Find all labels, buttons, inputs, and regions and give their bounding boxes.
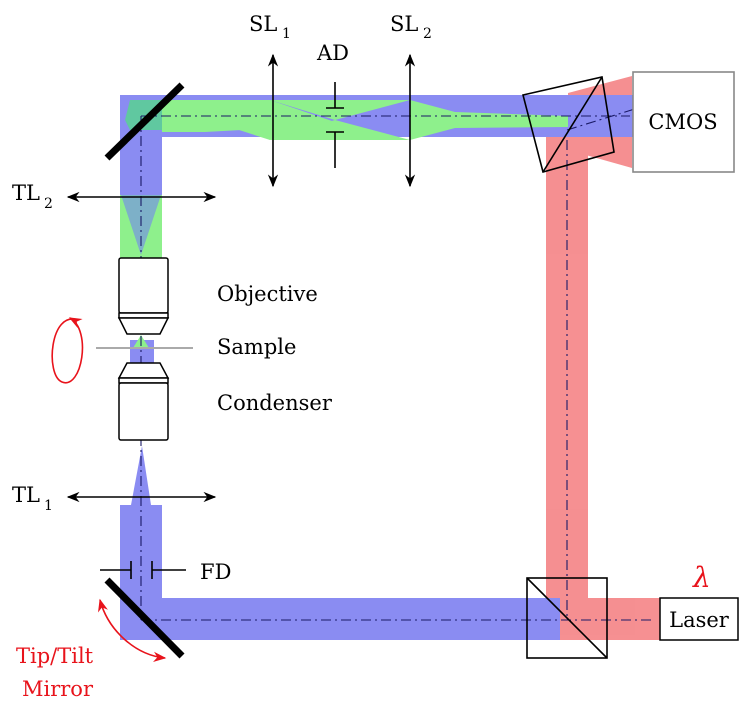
tl2-label: TL 2 — [12, 181, 53, 212]
sl2-label: SL 2 — [390, 12, 432, 42]
dichroic-splitter-top — [522, 76, 615, 173]
field-diaphragm — [100, 561, 186, 579]
sl1-label: SL 1 — [249, 12, 291, 42]
tip-tilt-label-line1: Tip/Tilt — [16, 644, 94, 668]
cmos-label: CMOS — [648, 110, 717, 134]
svg-text:1: 1 — [44, 498, 53, 514]
ad-label: AD — [316, 41, 349, 65]
aperture-diaphragm — [326, 82, 344, 168]
svg-text:2: 2 — [423, 26, 432, 42]
laser-source: Laser — [659, 597, 739, 641]
laser-label: Laser — [669, 608, 730, 632]
svg-text:SL: SL — [390, 12, 418, 36]
svg-text:TL: TL — [12, 483, 40, 507]
tip-tilt-arrow-icon — [98, 598, 167, 662]
tl1-label: TL 1 — [12, 483, 53, 514]
sample-label: Sample — [217, 335, 296, 359]
objective-label: Objective — [217, 282, 318, 306]
svg-text:SL: SL — [249, 12, 277, 36]
svg-text:2: 2 — [44, 196, 53, 212]
beam-splitter-cube — [526, 577, 608, 659]
svg-text:TL: TL — [12, 181, 40, 205]
svg-text:1: 1 — [282, 26, 291, 42]
green-signal-beam — [120, 100, 568, 348]
condenser-lens — [117, 362, 170, 441]
tip-tilt-label-line2: Mirror — [22, 677, 94, 701]
condenser-label: Condenser — [217, 391, 333, 415]
cmos-camera: CMOS — [632, 71, 735, 173]
fd-label: FD — [200, 560, 231, 584]
top-fold-mirror — [104, 82, 185, 161]
objective-lens — [117, 257, 170, 335]
rotation-arrow-icon — [51, 317, 84, 384]
wavelength-label: λ — [692, 561, 711, 594]
